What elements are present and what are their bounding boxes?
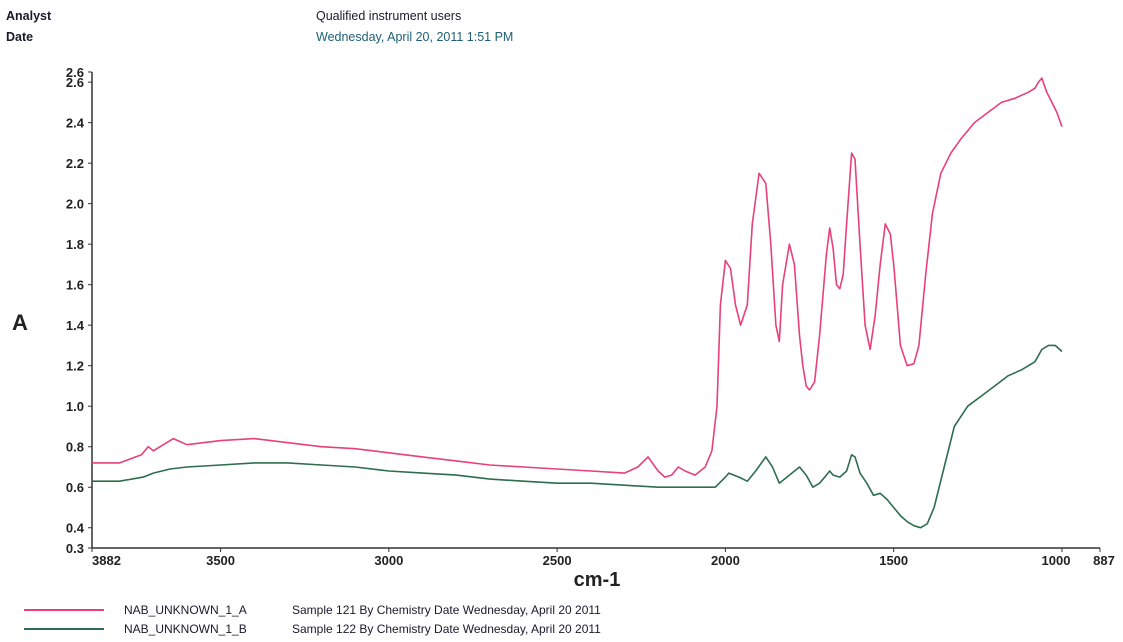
x-tick-label: 2000 <box>711 553 740 568</box>
date-label: Date <box>6 30 34 44</box>
date-value: Wednesday, April 20, 2011 1:51 PM <box>316 30 514 44</box>
y-tick-label: 1.8 <box>66 237 84 252</box>
x-tick-label: 1500 <box>879 553 908 568</box>
x-tick-label: 2500 <box>543 553 572 568</box>
x-tick-label: 3000 <box>374 553 403 568</box>
legend-swatch-a <box>24 609 104 611</box>
x-tick-label: 887 <box>1093 553 1115 568</box>
chart-series <box>92 77 1063 529</box>
y-axis-label: A <box>12 310 28 335</box>
x-tick-label: 3500 <box>206 553 235 568</box>
x-tick-label: 3882 <box>92 553 121 568</box>
y-tick-label: 2.6 <box>66 65 84 80</box>
series-line-a <box>92 77 1063 478</box>
series-line-b <box>92 344 1063 529</box>
y-tick-label: 0.3 <box>66 541 84 556</box>
y-tick-label: 2.2 <box>66 156 84 171</box>
x-tick-label: 1000 <box>1042 553 1071 568</box>
analyst-value: Qualified instrument users <box>316 9 462 23</box>
y-tick-label: 1.0 <box>66 399 84 414</box>
y-tick-label: 1.2 <box>66 359 84 374</box>
legend-name-a: NAB_UNKNOWN_1_A <box>124 603 247 617</box>
y-tick-label: 1.4 <box>66 318 85 333</box>
y-tick-label: 2.4 <box>66 116 85 131</box>
legend-swatch-b <box>24 628 104 630</box>
x-axis-label: cm-1 <box>574 569 621 591</box>
y-tick-label: 1.6 <box>66 278 84 293</box>
y-tick-label: 0.8 <box>66 440 84 455</box>
y-tick-label: 0.6 <box>66 480 84 495</box>
chart-ticks: 2.62.6 2.4 2.2 2.0 1.8 1.6 1.4 1.2 1.0 0.8 0.6 0.4 0… <box>66 65 1115 568</box>
legend-desc-a: Sample 121 By Chemistry Date Wednesday, … <box>292 603 601 617</box>
legend-desc-b: Sample 122 By Chemistry Date Wednesday, … <box>292 622 601 636</box>
legend-item-a: NAB_UNKNOWN_1_A Sample 121 By Chemistry … <box>24 603 601 617</box>
spectrum-chart: 2.62.6 2.4 2.2 2.0 1.8 1.6 1.4 1.2 1.0 0.8 0.6 0.4 0… <box>12 65 1115 591</box>
analyst-label: Analyst <box>6 9 52 23</box>
chart-axes <box>91 72 1100 549</box>
y-tick-label: 2.0 <box>66 197 84 212</box>
y-tick-label: 2.6 <box>66 75 84 90</box>
legend-name-b: NAB_UNKNOWN_1_B <box>124 622 247 636</box>
legend-item-b: NAB_UNKNOWN_1_B Sample 122 By Chemistry … <box>24 622 601 636</box>
y-tick-label: 0.4 <box>66 521 85 536</box>
